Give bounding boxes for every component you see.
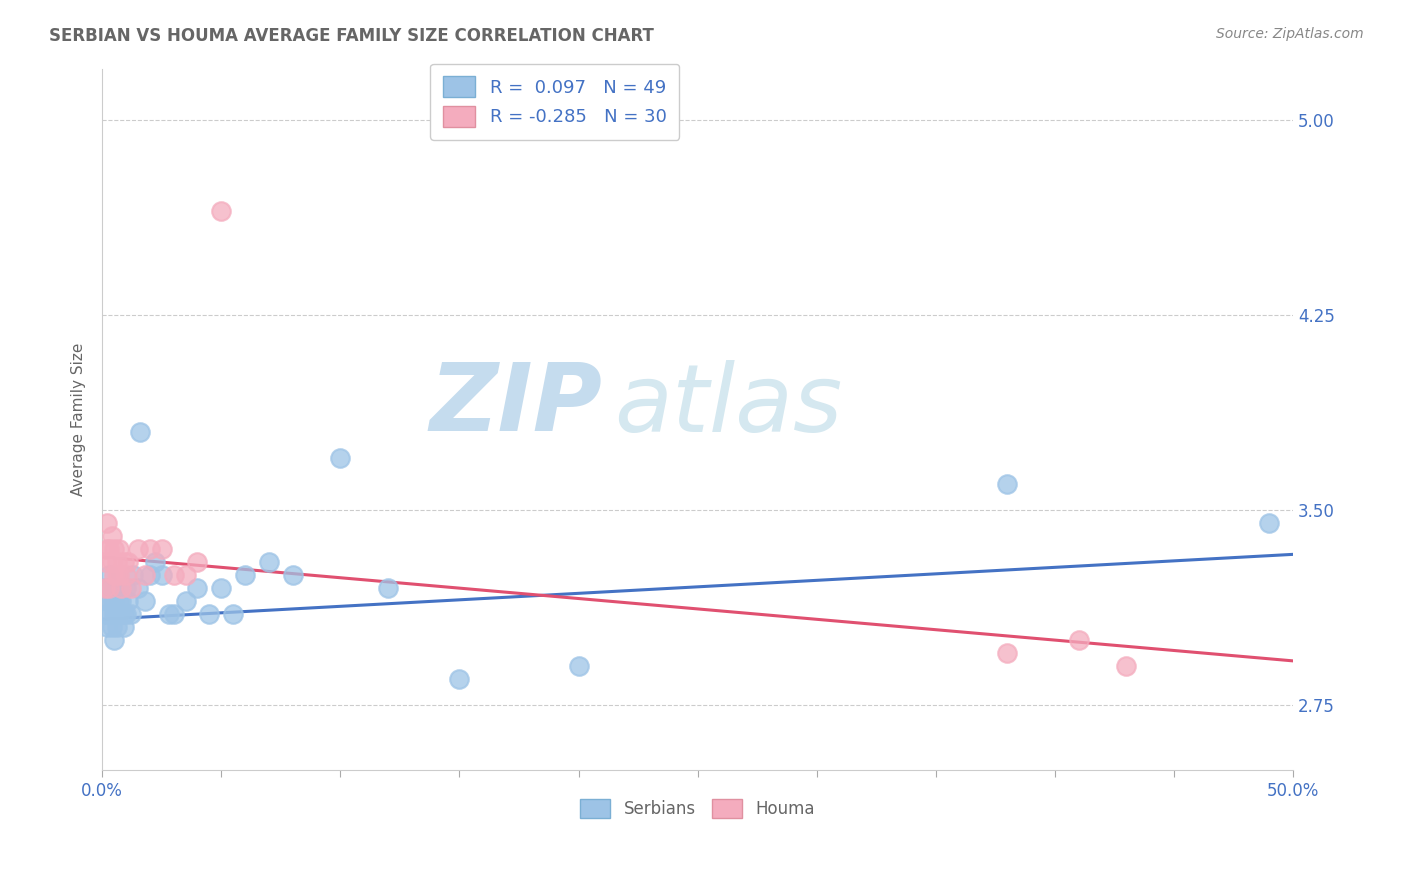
Point (105, 581, 128, 595)
Text: SERBIAN VS HOUMA AVERAGE FAMILY SIZE CORRELATION CHART: SERBIAN VS HOUMA AVERAGE FAMILY SIZE COR… (49, 27, 654, 45)
Point (209, 581, 232, 595)
Point (995, 477, 1018, 491)
Point (98, 542, 121, 557)
Legend: Serbians, Houma: Serbians, Houma (574, 792, 821, 825)
Point (110, 581, 132, 595)
Point (127, 581, 149, 595)
Point (115, 568, 138, 582)
Point (139, 542, 162, 557)
Point (100, 594, 122, 608)
Point (1115, 659, 1137, 673)
Point (1258, 516, 1281, 531)
Point (98, 581, 121, 595)
Point (134, 594, 156, 608)
Point (995, 646, 1018, 660)
Point (93, 581, 115, 595)
Point (96, 620, 118, 634)
Text: Source: ZipAtlas.com: Source: ZipAtlas.com (1216, 27, 1364, 41)
Point (103, 594, 125, 608)
Point (209, 204, 232, 219)
Point (100, 555, 122, 569)
Point (281, 568, 304, 582)
Point (163, 568, 186, 582)
Point (112, 555, 135, 569)
Point (120, 607, 142, 621)
Point (96, 516, 118, 531)
Point (93, 607, 115, 621)
Y-axis label: Average Family Size: Average Family Size (72, 343, 86, 496)
Point (110, 581, 132, 595)
Point (127, 542, 149, 557)
Point (96, 594, 118, 608)
Point (103, 607, 125, 621)
Point (108, 542, 131, 557)
Point (105, 568, 128, 582)
Point (103, 633, 125, 648)
Point (186, 555, 208, 569)
Point (567, 659, 589, 673)
Point (163, 607, 186, 621)
Point (139, 568, 162, 582)
Point (98, 568, 121, 582)
Point (108, 568, 131, 582)
Point (1067, 633, 1090, 648)
Point (377, 581, 399, 595)
Point (105, 607, 128, 621)
Point (105, 555, 128, 569)
Point (222, 607, 245, 621)
Point (103, 568, 125, 582)
Point (100, 529, 122, 543)
Point (129, 425, 152, 440)
Point (186, 581, 208, 595)
Point (449, 672, 471, 686)
Text: atlas: atlas (614, 359, 842, 450)
Point (112, 620, 135, 634)
Point (96, 542, 118, 557)
Point (115, 581, 138, 595)
Point (329, 451, 352, 466)
Point (93, 555, 115, 569)
Point (134, 568, 156, 582)
Point (100, 581, 122, 595)
Text: ZIP: ZIP (429, 359, 602, 451)
Point (115, 607, 138, 621)
Point (98, 581, 121, 595)
Point (100, 620, 122, 634)
Point (110, 594, 132, 608)
Point (233, 568, 256, 582)
Point (174, 594, 197, 608)
Point (105, 620, 128, 634)
Point (257, 555, 280, 569)
Point (157, 607, 180, 621)
Point (143, 555, 166, 569)
Point (150, 542, 173, 557)
Point (117, 594, 139, 608)
Point (93, 581, 115, 595)
Point (117, 555, 139, 569)
Point (122, 568, 145, 582)
Point (120, 581, 142, 595)
Point (150, 568, 173, 582)
Point (198, 607, 221, 621)
Point (98, 607, 121, 621)
Point (108, 594, 131, 608)
Point (174, 568, 197, 582)
Point (112, 607, 135, 621)
Point (103, 542, 125, 557)
Point (108, 607, 131, 621)
